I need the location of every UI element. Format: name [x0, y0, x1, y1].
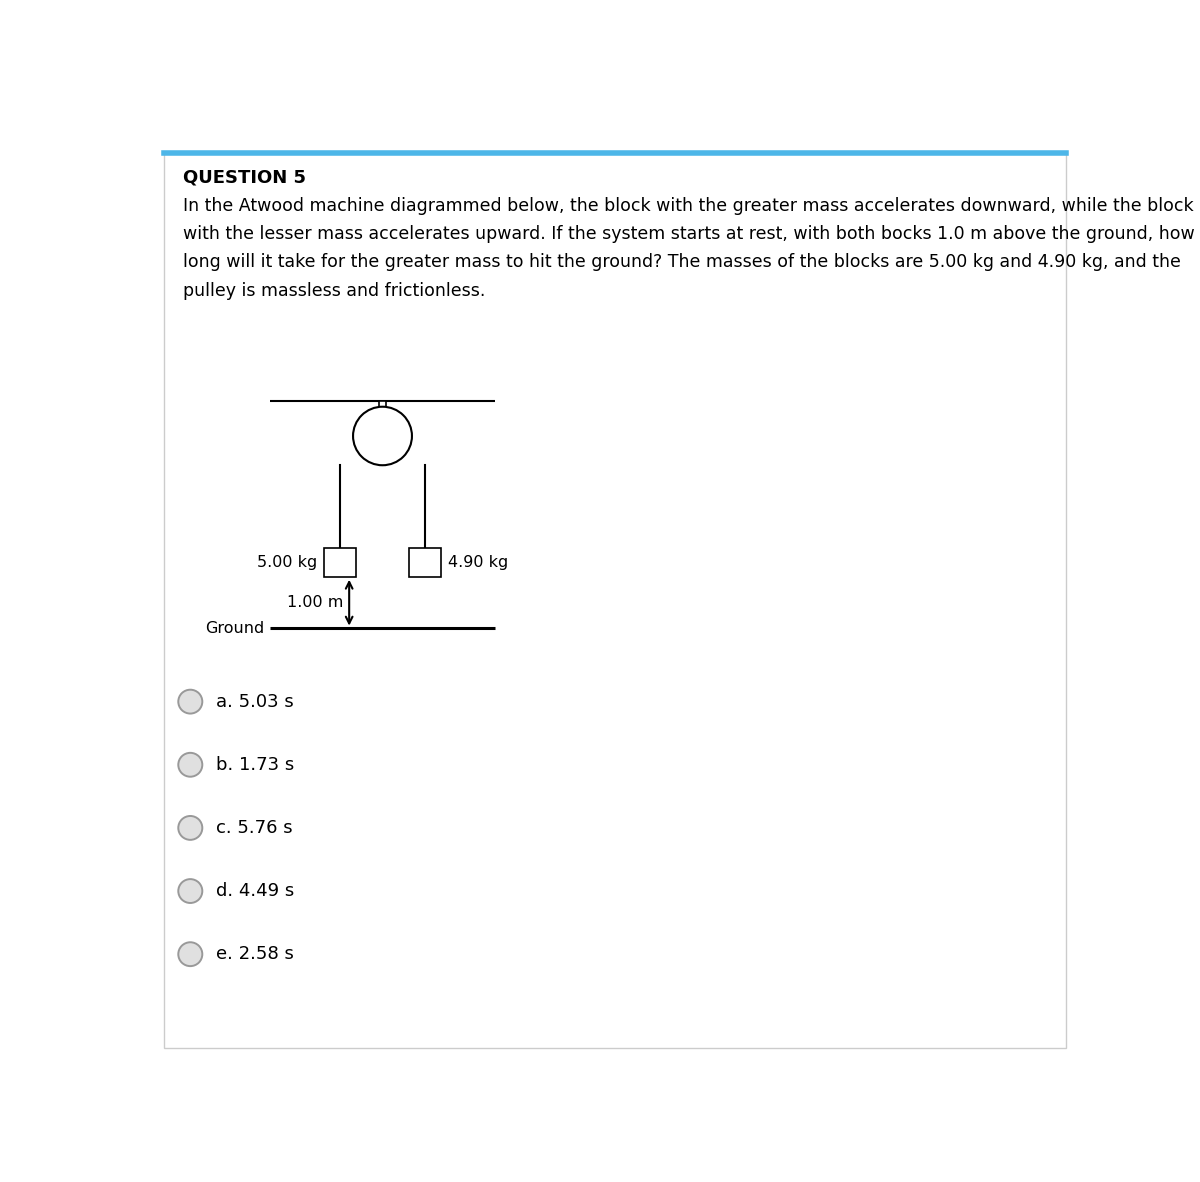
Text: long will it take for the greater mass to hit the ground? The masses of the bloc: long will it take for the greater mass t… [182, 253, 1181, 272]
Bar [324, 547, 356, 577]
Text: In the Atwood machine diagrammed below, the block with the greater mass accelera: In the Atwood machine diagrammed below, … [182, 197, 1193, 215]
Circle shape [179, 942, 203, 966]
Text: a. 5.03 s: a. 5.03 s [216, 693, 294, 710]
Text: b. 1.73 s: b. 1.73 s [216, 755, 294, 774]
Text: with the lesser mass accelerates upward. If the system starts at rest, with both: with the lesser mass accelerates upward.… [182, 226, 1194, 243]
Bar [409, 547, 442, 577]
Text: Ground: Ground [205, 621, 264, 636]
Text: d. 4.49 s: d. 4.49 s [216, 882, 294, 900]
Text: 1.00 m: 1.00 m [287, 596, 343, 610]
Circle shape [179, 753, 203, 777]
Circle shape [179, 816, 203, 840]
Text: pulley is massless and frictionless.: pulley is massless and frictionless. [182, 281, 485, 299]
Bar [379, 402, 386, 407]
Circle shape [353, 407, 412, 466]
Circle shape [179, 689, 203, 714]
FancyBboxPatch shape [164, 154, 1066, 1048]
Text: 4.90 kg: 4.90 kg [448, 554, 508, 570]
Text: e. 2.58 s: e. 2.58 s [216, 946, 294, 963]
Text: c. 5.76 s: c. 5.76 s [216, 819, 293, 837]
Text: 5.00 kg: 5.00 kg [257, 554, 317, 570]
Circle shape [179, 879, 203, 903]
Text: QUESTION 5: QUESTION 5 [182, 169, 306, 187]
